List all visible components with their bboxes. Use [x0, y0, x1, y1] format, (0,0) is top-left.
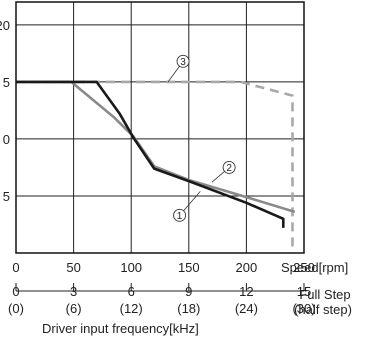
callout-label: 2 — [226, 163, 232, 174]
callout-circle — [173, 208, 187, 222]
secondary-axis-label-half: (half step) — [294, 302, 352, 317]
half-step-tick-label: (30) — [292, 301, 315, 316]
callout-circle — [176, 54, 190, 68]
half-step-tick-label: (12) — [120, 301, 143, 316]
y-tick-label: 5 — [3, 189, 10, 204]
half-step-tick-label: (0) — [8, 301, 24, 316]
y-tick-labels: 20 5 0 5 — [0, 18, 10, 204]
y-tick-label: 20 — [0, 18, 10, 33]
full-step-tick-label: 12 — [239, 284, 253, 299]
callout-label: 1 — [177, 211, 183, 222]
x-tick-label: 150 — [178, 260, 200, 275]
x-tick-label: 200 — [236, 260, 258, 275]
half-step-tick-label: (6) — [66, 301, 82, 316]
x-axis-label: Speed[rpm] — [281, 260, 348, 275]
series-line-3 — [16, 80, 294, 253]
x-tick-label: 0 — [12, 260, 19, 275]
secondary-axis: 0 (0) 3 (6) 6 (12) 9 (18) 12 (24) 15 (30) — [8, 283, 316, 316]
frequency-caption: Driver input frequency[kHz] — [42, 321, 199, 336]
full-step-tick-label: 15 — [297, 284, 311, 299]
chart-grid — [15, 2, 305, 253]
x-tick-label: 50 — [66, 260, 80, 275]
chart-callouts: 1 2 3 — [167, 54, 236, 222]
y-tick-label: 5 — [3, 75, 10, 90]
secondary-axis-label: Full Step — [299, 287, 350, 302]
half-step-tick-label: (18) — [177, 301, 200, 316]
x-tick-labels: 0 50 100 150 200 250 — [12, 260, 314, 275]
series-line-1 — [16, 80, 285, 228]
y-tick-label: 0 — [3, 132, 10, 147]
full-step-tick-label: 9 — [185, 284, 192, 299]
callout-label: 3 — [180, 57, 186, 68]
x-tick-label: 250 — [293, 260, 315, 275]
full-step-tick-label: 0 — [12, 284, 19, 299]
x-tick-label: 100 — [120, 260, 142, 275]
plot-frame — [15, 1, 305, 254]
full-step-tick-label: 3 — [70, 284, 77, 299]
chart-series — [16, 80, 296, 253]
half-step-tick-label: (24) — [235, 301, 258, 316]
full-step-tick-label: 6 — [128, 284, 135, 299]
callout-circle — [222, 160, 236, 174]
series-line-2 — [16, 80, 296, 214]
